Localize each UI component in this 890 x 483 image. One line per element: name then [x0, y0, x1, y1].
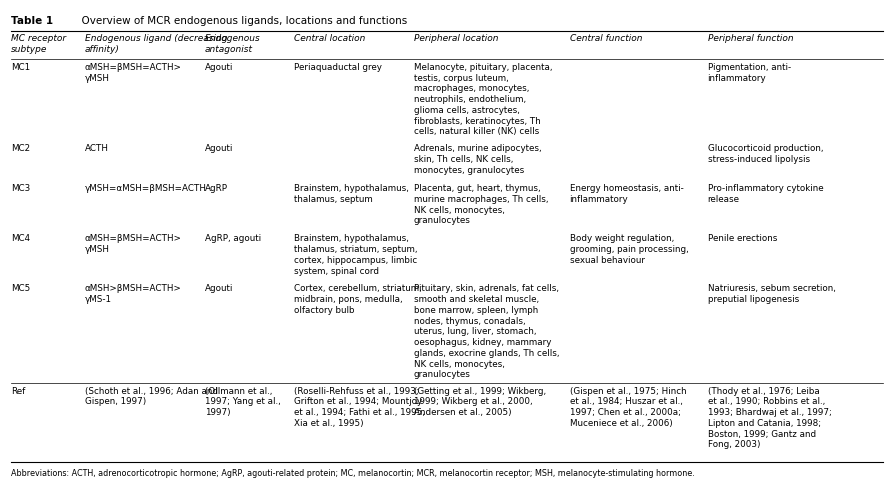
Text: (Schoth et al., 1996; Adan and
Gispen, 1997): (Schoth et al., 1996; Adan and Gispen, 1…: [85, 386, 217, 406]
Text: Pigmentation, anti-
inflammatory: Pigmentation, anti- inflammatory: [708, 63, 790, 83]
Text: MC1: MC1: [11, 63, 29, 72]
Text: Endogenous ligand (decreasing
affinity): Endogenous ligand (decreasing affinity): [85, 34, 227, 54]
Text: Ref: Ref: [11, 386, 25, 396]
Text: AgRP, agouti: AgRP, agouti: [205, 234, 261, 243]
Text: Peripheral function: Peripheral function: [708, 34, 793, 43]
Text: (Gispen et al., 1975; Hinch
et al., 1984; Huszar et al.,
1997; Chen et al., 2000: (Gispen et al., 1975; Hinch et al., 1984…: [570, 386, 686, 428]
Text: γMSH=αMSH=βMSH=ACTH: γMSH=αMSH=βMSH=ACTH: [85, 184, 206, 193]
Text: Agouti: Agouti: [205, 144, 233, 153]
Text: Natriuresis, sebum secretion,
preputial lipogenesis: Natriuresis, sebum secretion, preputial …: [708, 284, 836, 304]
Text: Table 1: Table 1: [11, 16, 53, 26]
Text: Penile erections: Penile erections: [708, 234, 777, 243]
Text: Body weight regulation,
grooming, pain processing,
sexual behaviour: Body weight regulation, grooming, pain p…: [570, 234, 688, 265]
Text: Central location: Central location: [294, 34, 365, 43]
Text: Adrenals, murine adipocytes,
skin, Th cells, NK cells,
monocytes, granulocytes: Adrenals, murine adipocytes, skin, Th ce…: [414, 144, 541, 175]
Text: Brainstem, hypothalamus,
thalamus, striatum, septum,
cortex, hippocampus, limbic: Brainstem, hypothalamus, thalamus, stria…: [294, 234, 417, 275]
Text: MC3: MC3: [11, 184, 30, 193]
Text: Overview of MCR endogenous ligands, locations and functions: Overview of MCR endogenous ligands, loca…: [75, 16, 407, 26]
Text: (Getting et al., 1999; Wikberg,
1999; Wikberg et al., 2000,
Andersen et al., 200: (Getting et al., 1999; Wikberg, 1999; Wi…: [414, 386, 546, 417]
Text: Pro-inflammatory cytokine
release: Pro-inflammatory cytokine release: [708, 184, 823, 204]
Text: MC4: MC4: [11, 234, 29, 243]
Text: ACTH: ACTH: [85, 144, 109, 153]
Text: αMSH>βMSH=ACTH>
γMS-1: αMSH>βMSH=ACTH> γMS-1: [85, 284, 182, 304]
Text: (Thody et al., 1976; Leiba
et al., 1990; Robbins et al.,
1993; Bhardwaj et al., : (Thody et al., 1976; Leiba et al., 1990;…: [708, 386, 831, 449]
Text: (Roselli-Rehfuss et al., 1993;
Grifton et al., 1994; Mountjoy
et al., 1994; Fath: (Roselli-Rehfuss et al., 1993; Grifton e…: [294, 386, 425, 428]
Text: Abbreviations: ACTH, adrenocorticotropic hormone; AgRP, agouti-related protein; : Abbreviations: ACTH, adrenocorticotropic…: [11, 469, 694, 478]
Text: Cortex, cerebellum, striatum,
midbrain, pons, medulla,
olfactory bulb: Cortex, cerebellum, striatum, midbrain, …: [294, 284, 422, 315]
Text: Energy homeostasis, anti-
inflammatory: Energy homeostasis, anti- inflammatory: [570, 184, 684, 204]
Text: MC receptor
subtype: MC receptor subtype: [11, 34, 66, 54]
Text: Endogenous
antagonist: Endogenous antagonist: [205, 34, 261, 54]
Text: MC5: MC5: [11, 284, 30, 294]
Text: Placenta, gut, heart, thymus,
murine macrophages, Th cells,
NK cells, monocytes,: Placenta, gut, heart, thymus, murine mac…: [414, 184, 548, 225]
Text: (Ollmann et al.,
1997; Yang et al.,
1997): (Ollmann et al., 1997; Yang et al., 1997…: [205, 386, 280, 417]
Text: αMSH=βMSH=ACTH>
γMSH: αMSH=βMSH=ACTH> γMSH: [85, 234, 182, 254]
Text: Agouti: Agouti: [205, 63, 233, 72]
Text: Peripheral location: Peripheral location: [414, 34, 498, 43]
Text: αMSH=βMSH=ACTH>
γMSH: αMSH=βMSH=ACTH> γMSH: [85, 63, 182, 83]
Text: Pituitary, skin, adrenals, fat cells,
smooth and skeletal muscle,
bone marrow, s: Pituitary, skin, adrenals, fat cells, sm…: [414, 284, 559, 380]
Text: Agouti: Agouti: [205, 284, 233, 294]
Text: Periaquaductal grey: Periaquaductal grey: [294, 63, 382, 72]
Text: Brainstem, hypothalamus,
thalamus, septum: Brainstem, hypothalamus, thalamus, septu…: [294, 184, 409, 204]
Text: Central function: Central function: [570, 34, 642, 43]
Text: Melanocyte, pituitary, placenta,
testis, corpus luteum,
macrophages, monocytes,
: Melanocyte, pituitary, placenta, testis,…: [414, 63, 553, 136]
Text: AgRP: AgRP: [205, 184, 228, 193]
Text: Glucocorticoid production,
stress-induced lipolysis: Glucocorticoid production, stress-induce…: [708, 144, 823, 164]
Text: MC2: MC2: [11, 144, 29, 153]
